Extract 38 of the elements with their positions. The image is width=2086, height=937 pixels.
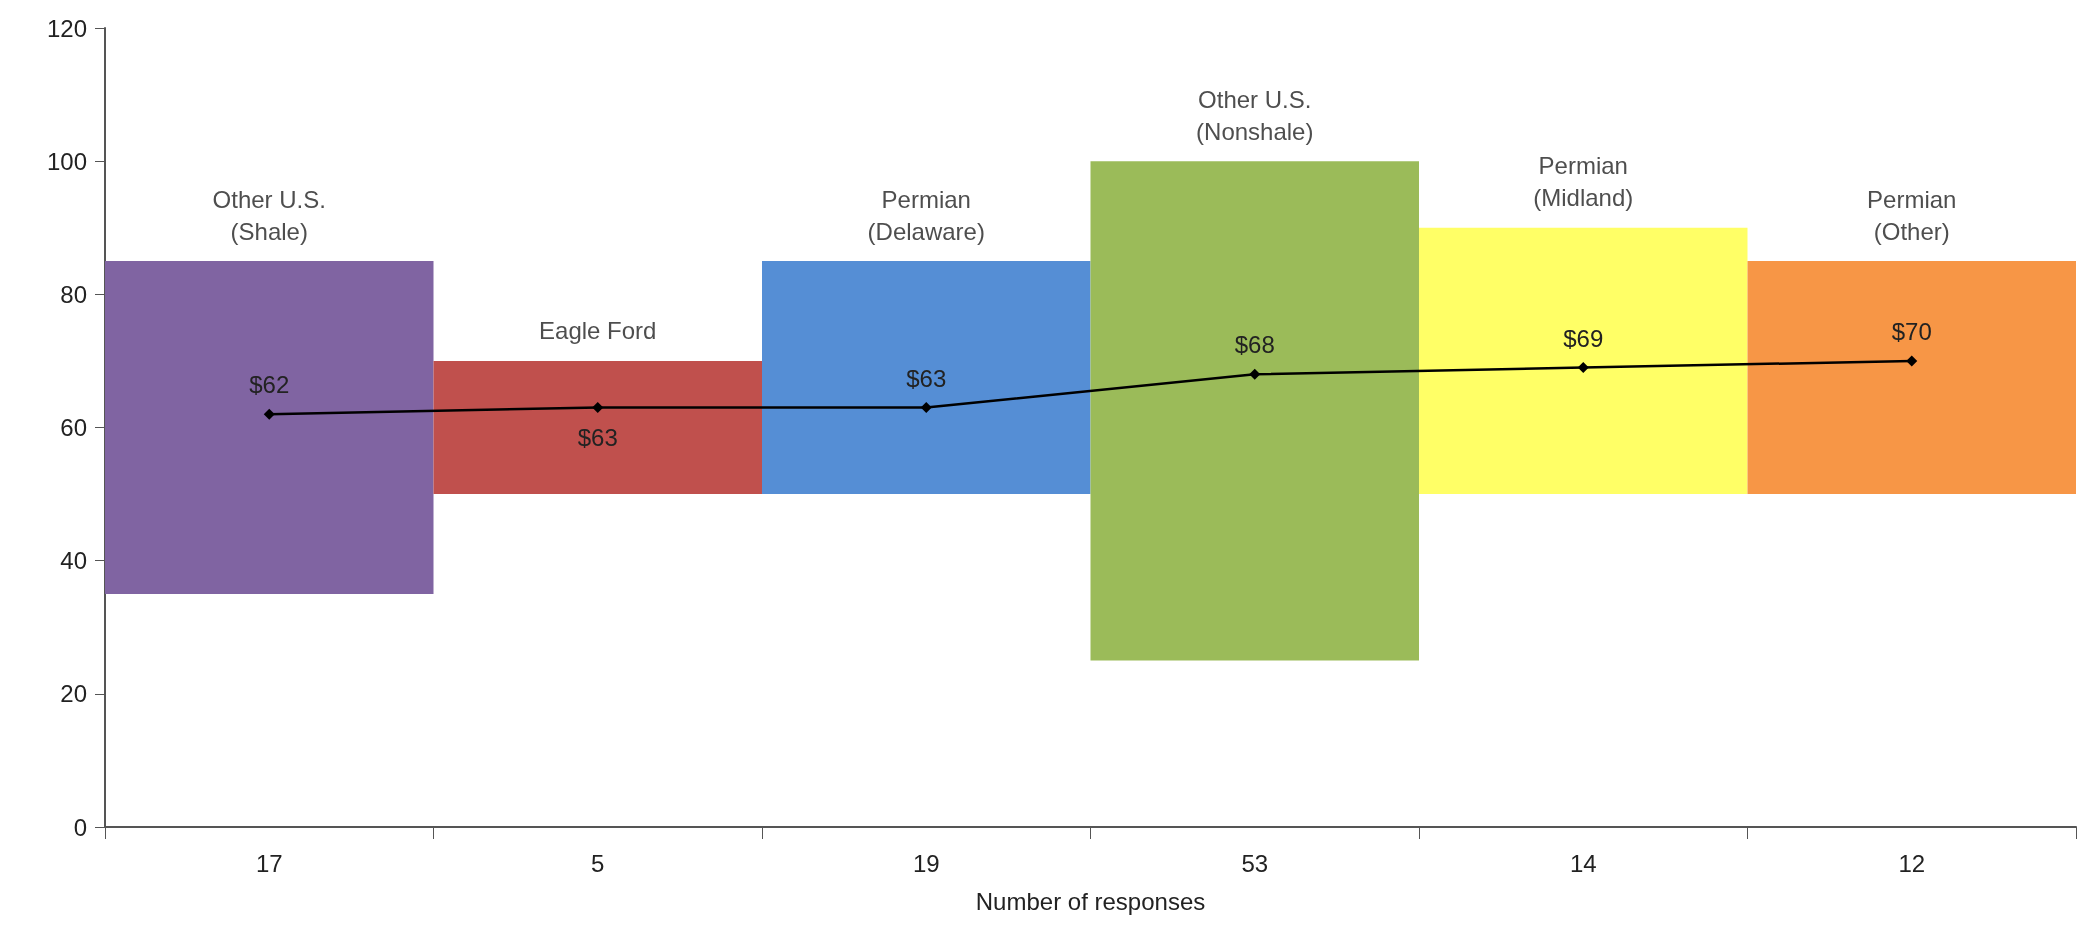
- bar: [1747, 261, 2076, 495]
- y-tick-label: 40: [60, 547, 87, 575]
- x-tick-label: 5: [591, 849, 605, 877]
- x-tick-label: 17: [255, 849, 283, 877]
- x-tick-label: 12: [1898, 849, 1926, 877]
- bar: [105, 261, 434, 594]
- annotation: Other U.S. (Shale): [212, 185, 326, 245]
- bar: [1419, 227, 1748, 495]
- y-tick-label: 60: [60, 414, 87, 441]
- bar: [1090, 161, 1419, 661]
- annotation: Eagle Ford: [539, 317, 657, 345]
- data-label: $63: [906, 364, 947, 392]
- data-label: $63: [577, 423, 618, 451]
- x-tick-label: 19: [912, 849, 940, 877]
- point: [592, 402, 604, 414]
- annotation: Permian (Delaware): [867, 185, 985, 245]
- point: [1249, 368, 1261, 380]
- y-tick-label: 0: [73, 813, 87, 841]
- x-tick-label: 14: [1569, 849, 1597, 877]
- point: [920, 402, 932, 414]
- point: [1577, 362, 1589, 374]
- x-axis-title: Number of responses: [975, 887, 1206, 915]
- bar: [433, 360, 762, 495]
- data-label: $62: [249, 371, 290, 399]
- point: [263, 408, 275, 420]
- y-tick-label: 80: [60, 280, 87, 308]
- data-label: $70: [1891, 317, 1932, 345]
- point: [1906, 355, 1918, 367]
- y-tick-label: 100: [46, 147, 87, 175]
- x-tick-label: 53: [1241, 849, 1269, 877]
- bar: [762, 261, 1091, 495]
- data-label: $69: [1563, 324, 1604, 352]
- data-label: $68: [1234, 331, 1275, 359]
- y-tick-label: 120: [46, 14, 87, 42]
- annotation: Permian (Other): [1867, 185, 1957, 245]
- annotation: Permian (Midland): [1533, 152, 1634, 212]
- y-tick-label: 20: [60, 680, 87, 708]
- annotation: Other U.S. (Nonshale): [1196, 85, 1314, 145]
